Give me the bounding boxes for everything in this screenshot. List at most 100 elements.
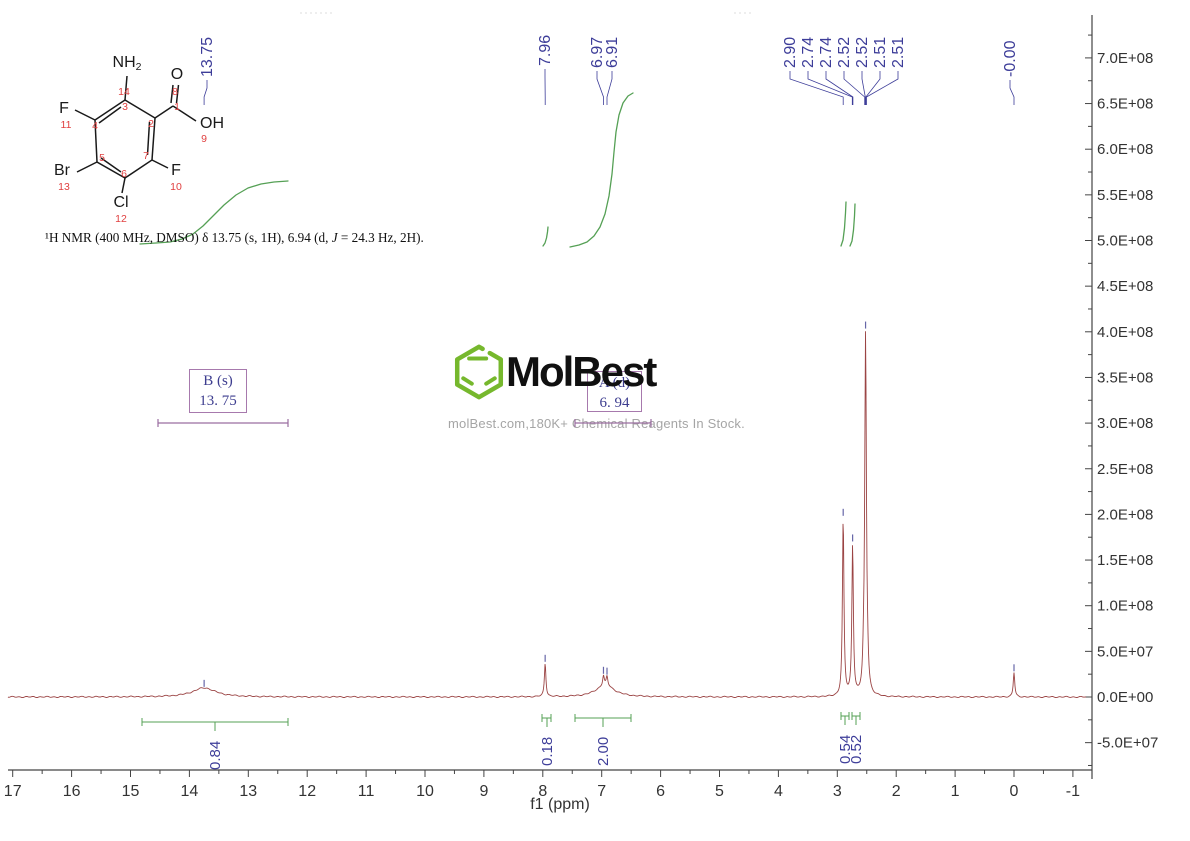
x-tick-label: 6 bbox=[656, 783, 665, 800]
structure-atom-labels: NH2 O OH F Br Cl F 14 8 1 9 11 13 12 10 3 2 4 5 6 7 bbox=[54, 54, 224, 225]
x-tick-label: 14 bbox=[181, 783, 199, 800]
x-tick-label: 12 bbox=[298, 783, 316, 800]
atom-number: 10 bbox=[170, 181, 182, 193]
integral-curve bbox=[542, 226, 549, 247]
atom-number: 4 bbox=[92, 120, 98, 132]
y-tick-label: 1.0E+08 bbox=[1097, 598, 1153, 615]
atom-label: NH2 bbox=[113, 54, 142, 73]
integral-bracket bbox=[851, 712, 861, 725]
spectrum-trace bbox=[7, 331, 1087, 699]
ring-double-bonds bbox=[98, 106, 151, 173]
peak-label-connector bbox=[843, 71, 866, 105]
peak-shift-label: 2.74 bbox=[800, 37, 817, 68]
y-tick-label: 6.0E+08 bbox=[1097, 141, 1153, 158]
peak-shift-label: 2.90 bbox=[782, 37, 799, 68]
integral-value-label: 0.54 bbox=[837, 735, 854, 764]
atom-label: O bbox=[171, 66, 183, 83]
x-tick-label: 4 bbox=[774, 783, 783, 800]
y-tick-label: -5.0E+07 bbox=[1097, 735, 1158, 752]
peak-shift-label: 2.52 bbox=[854, 37, 871, 68]
atom-number: 14 bbox=[118, 86, 130, 98]
multiplet-shift: 13. 75 bbox=[199, 393, 237, 409]
carbonyl-double-bond bbox=[170, 84, 180, 104]
integral-bracket bbox=[574, 714, 632, 727]
multiplet-label: B (s) bbox=[203, 373, 233, 389]
citation-text: ¹H NMR (400 MHz, DMSO) δ 13.75 (s, 1H), … bbox=[45, 230, 332, 245]
peak-shift-label: -0.00 bbox=[1002, 40, 1019, 77]
y-tick-label: 5.5E+08 bbox=[1097, 187, 1153, 204]
watermark-brand: MolBest bbox=[506, 348, 657, 395]
multiplet-shift: 6. 94 bbox=[599, 395, 630, 411]
atom-number: 11 bbox=[61, 119, 72, 131]
atom-number: 2 bbox=[148, 118, 154, 130]
x-tick-label: 15 bbox=[122, 783, 140, 800]
atom-label: OH bbox=[200, 115, 224, 132]
atom-number: 8 bbox=[172, 86, 178, 98]
atom-number: 13 bbox=[58, 181, 70, 193]
atom-label: F bbox=[59, 100, 69, 117]
x-tick-label: 3 bbox=[833, 783, 842, 800]
y-tick-label: 6.5E+08 bbox=[1097, 96, 1153, 113]
x-tick-label: 2 bbox=[892, 783, 901, 800]
x-tick-label: 8 bbox=[538, 783, 547, 800]
y-tick-label: 1.5E+08 bbox=[1097, 552, 1153, 569]
integral-value-label: 2.00 bbox=[595, 737, 612, 766]
atom-number: 1 bbox=[174, 101, 180, 113]
peak-label-connector bbox=[606, 71, 613, 105]
watermark: MolBest molBest.com,180K+ Chemical Reage… bbox=[448, 344, 782, 439]
integral-value-label: 0.84 bbox=[207, 741, 224, 770]
y-tick-label: 5.0E+07 bbox=[1097, 643, 1153, 660]
peak-label-connector bbox=[866, 71, 899, 105]
y-tick-label: 3.5E+08 bbox=[1097, 369, 1153, 386]
citation-text-end: = 24.3 Hz, 2H). bbox=[337, 230, 424, 245]
atom-label: Br bbox=[54, 162, 71, 179]
peak-shift-label: 2.52 bbox=[836, 37, 853, 68]
multiplet-annotation-box-A: A (d) 6. 94 bbox=[587, 371, 642, 412]
x-tick-label: 10 bbox=[416, 783, 434, 800]
atom-number: 6 bbox=[121, 168, 127, 180]
atom-number: 12 bbox=[115, 213, 127, 225]
molecule-structure bbox=[74, 75, 197, 194]
integral-curve bbox=[849, 203, 856, 247]
atom-number: 5 bbox=[99, 152, 105, 164]
y-tick-label: 4.5E+08 bbox=[1097, 278, 1153, 295]
x-tick-label: 17 bbox=[4, 783, 22, 800]
integral-curve bbox=[139, 180, 289, 245]
peak-shift-label: 2.51 bbox=[872, 37, 889, 68]
y-tick-label: 5.0E+08 bbox=[1097, 233, 1153, 250]
atom-label: F bbox=[171, 162, 181, 179]
integral-bracket bbox=[141, 718, 289, 731]
peak-label-connector bbox=[825, 71, 854, 105]
integral-curve bbox=[840, 201, 847, 247]
x-tick-label: 11 bbox=[358, 783, 375, 800]
multiplet-label: A (d) bbox=[598, 375, 631, 391]
substituent-bonds bbox=[74, 75, 197, 194]
x-tick-label: 13 bbox=[239, 783, 257, 800]
x-tick-label: 5 bbox=[715, 783, 724, 800]
peak-shift-label: 6.97 bbox=[589, 37, 606, 68]
nmr-citation: ¹H NMR (400 MHz, DMSO) δ 13.75 (s, 1H), … bbox=[45, 230, 424, 246]
x-tick-label: 1 bbox=[951, 783, 960, 800]
atom-number: 7 bbox=[143, 150, 149, 162]
peak-shift-label: 6.91 bbox=[604, 37, 621, 68]
peak-label-connector bbox=[789, 71, 844, 105]
atom-number: 3 bbox=[122, 101, 128, 113]
x-tick-label: 9 bbox=[479, 783, 488, 800]
atom-number: 9 bbox=[201, 133, 207, 145]
watermark-tagline: molBest.com,180K+ Chemical Reagents In S… bbox=[448, 416, 745, 431]
peak-shift-label: 2.74 bbox=[818, 37, 835, 68]
x-axis-title: f1 (ppm) bbox=[530, 796, 590, 813]
multiplet-annotation-box-B: B (s) 13. 75 bbox=[189, 369, 247, 413]
integral-value-label: 0.52 bbox=[848, 735, 865, 764]
x-tick-label: 7 bbox=[597, 783, 606, 800]
peak-label-connector bbox=[861, 71, 866, 105]
atom-label: Cl bbox=[113, 194, 128, 211]
x-tick-label: -1 bbox=[1066, 783, 1080, 800]
peak-label-connector bbox=[596, 71, 604, 105]
x-tick-label: 0 bbox=[1010, 783, 1019, 800]
x-tick-label: 16 bbox=[63, 783, 81, 800]
peak-label-connector bbox=[203, 80, 208, 105]
peak-shift-label: 7.96 bbox=[537, 35, 554, 66]
integral-value-label: 0.18 bbox=[539, 737, 556, 766]
